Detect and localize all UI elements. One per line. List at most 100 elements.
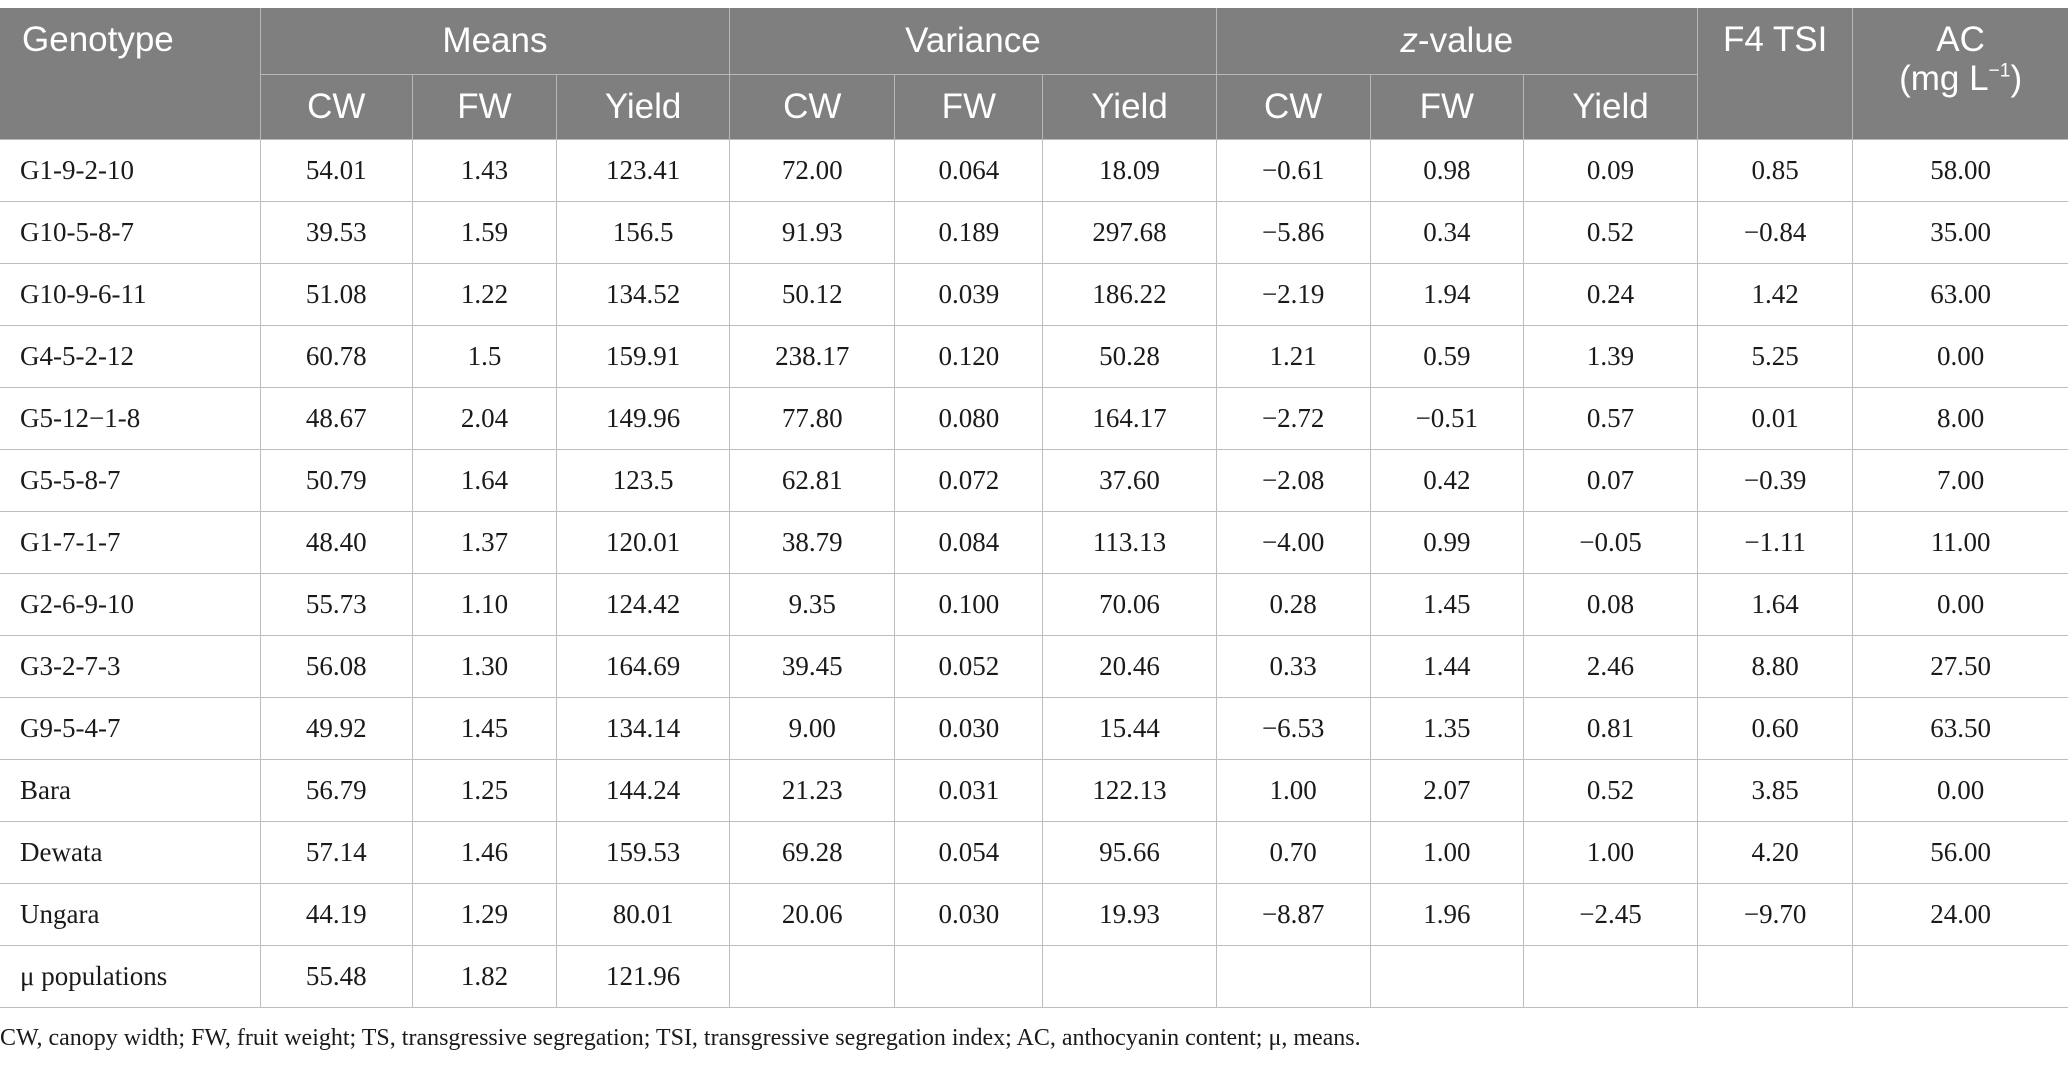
cell-z-yield: 2.46 [1522,635,1699,698]
cell-means-fw: 1.10 [411,573,558,636]
cell-means-yield: 159.53 [555,821,731,884]
cell-z-cw: 0.33 [1215,635,1371,698]
cell-z-fw: 0.98 [1369,139,1524,202]
cell-ac: 27.50 [1852,635,2068,698]
header-z-rest: -value [1417,21,1514,61]
cell-means-cw: 49.92 [259,697,413,760]
cell-means-yield: 149.96 [555,387,731,450]
cell-z-yield: −2.45 [1522,883,1699,946]
cell-ac: 0.00 [1852,325,2068,388]
cell-means-fw: 1.82 [411,945,558,1008]
table-body: G1-9-2-10 54.01 1.43 123.41 72.00 0.064 18.09−… [0,139,2068,1008]
cell-ac: 35.00 [1852,201,2068,264]
cell-genotype: G5-12−1-8 [0,387,261,450]
cell-z-fw: 1.45 [1369,573,1524,636]
cell-f4-tsi: −0.39 [1697,449,1854,512]
cell-ac: 0.00 [1852,573,2068,636]
subheader-variance-fw: FW [894,74,1044,140]
cell-z-yield [1522,945,1699,1008]
cell-means-fw: 1.30 [411,635,558,698]
cell-f4-tsi: 8.80 [1697,635,1854,698]
cell-means-fw: 1.45 [411,697,558,760]
cell-f4-tsi: 1.42 [1697,263,1854,326]
cell-variance-fw [894,945,1044,1008]
cell-means-cw: 56.79 [259,759,413,822]
cell-variance-fw: 0.030 [894,697,1044,760]
cell-z-cw: −4.00 [1215,511,1371,574]
cell-variance-yield: 20.46 [1042,635,1217,698]
table-row: G9-5-4-7 49.92 1.45 134.14 9.00 0.030 15.44 −6.… [0,697,2068,760]
cell-means-fw: 1.46 [411,821,558,884]
cell-ac: 56.00 [1852,821,2068,884]
table-footnote: CW, canopy width; FW, fruit weight; TS, … [0,1025,1361,1051]
data-table: Genotype Means Variance z-value F4 TSI A… [0,8,2068,1008]
table-row: G10-5-8-7 39.53 1.59 156.5 91.93 0.189 297.68−… [0,201,2068,264]
cell-variance-cw: 72.00 [729,139,896,202]
cell-variance-fw: 0.052 [894,635,1044,698]
cell-variance-yield: 122.13 [1042,759,1217,822]
cell-variance-fw: 0.120 [894,325,1044,388]
cell-z-yield: 0.52 [1522,759,1699,822]
cell-z-cw [1215,945,1371,1008]
cell-genotype: G1-7-1-7 [0,511,261,574]
cell-genotype: G2-6-9-10 [0,573,261,636]
subheader-variance-cw: CW [729,74,896,140]
cell-means-yield: 80.01 [555,883,731,946]
cell-means-cw: 50.79 [259,449,413,512]
cell-means-yield: 164.69 [555,635,731,698]
cell-f4-tsi: 4.20 [1697,821,1854,884]
cell-variance-fw: 0.072 [894,449,1044,512]
table-row: G4-5-2-12 60.78 1.5 159.91 238.17 0.120 50.28 1… [0,325,2068,388]
cell-ac: 63.50 [1852,697,2068,760]
cell-means-yield: 120.01 [555,511,731,574]
cell-variance-fw: 0.084 [894,511,1044,574]
table-row: G1-7-1-7 48.40 1.37 120.01 38.79 0.084 113.13−… [0,511,2068,574]
cell-variance-yield: 95.66 [1042,821,1217,884]
header-ac-line2-pre: (mg L [1899,59,1989,99]
cell-z-yield: 0.09 [1522,139,1699,202]
table-row: G3-2-7-3 56.08 1.30 164.69 39.45 0.052 20.46 0.… [0,635,2068,698]
header-variance: Variance [729,8,1217,75]
subheader-z-cw: CW [1215,74,1371,140]
cell-means-fw: 1.29 [411,883,558,946]
cell-variance-cw: 238.17 [729,325,896,388]
subheader-means-fw: FW [411,74,558,140]
cell-variance-fw: 0.100 [894,573,1044,636]
cell-variance-yield: 15.44 [1042,697,1217,760]
cell-z-yield: 0.52 [1522,201,1699,264]
cell-variance-fw: 0.039 [894,263,1044,326]
cell-ac: 7.00 [1852,449,2068,512]
cell-f4-tsi: −9.70 [1697,883,1854,946]
cell-z-fw: 2.07 [1369,759,1524,822]
cell-f4-tsi: 0.60 [1697,697,1854,760]
cell-z-cw: 1.21 [1215,325,1371,388]
cell-variance-yield: 186.22 [1042,263,1217,326]
cell-means-fw: 1.64 [411,449,558,512]
cell-ac: 0.00 [1852,759,2068,822]
cell-z-cw: 0.70 [1215,821,1371,884]
cell-z-fw: 1.00 [1369,821,1524,884]
cell-z-fw: 0.42 [1369,449,1524,512]
table-row: Ungara 44.19 1.29 80.01 20.06 0.030 19.93 −8.87… [0,883,2068,946]
cell-variance-yield: 113.13 [1042,511,1217,574]
header-ac: AC (mg L−1) [1852,8,2068,140]
cell-z-cw: 0.28 [1215,573,1371,636]
table-row: G1-9-2-10 54.01 1.43 123.41 72.00 0.064 18.09−… [0,139,2068,202]
cell-variance-cw: 9.00 [729,697,896,760]
cell-variance-yield: 18.09 [1042,139,1217,202]
cell-ac: 63.00 [1852,263,2068,326]
cell-genotype: G1-9-2-10 [0,139,261,202]
cell-variance-cw: 38.79 [729,511,896,574]
header-ac-line2-sup: −1 [1988,60,2011,82]
cell-variance-yield: 164.17 [1042,387,1217,450]
cell-variance-cw: 39.45 [729,635,896,698]
cell-z-fw: 1.44 [1369,635,1524,698]
cell-genotype: G4-5-2-12 [0,325,261,388]
cell-z-fw: 0.99 [1369,511,1524,574]
cell-f4-tsi: 5.25 [1697,325,1854,388]
cell-variance-cw: 62.81 [729,449,896,512]
cell-z-cw: −6.53 [1215,697,1371,760]
cell-means-yield: 134.52 [555,263,731,326]
cell-z-yield: 0.08 [1522,573,1699,636]
cell-means-cw: 48.40 [259,511,413,574]
